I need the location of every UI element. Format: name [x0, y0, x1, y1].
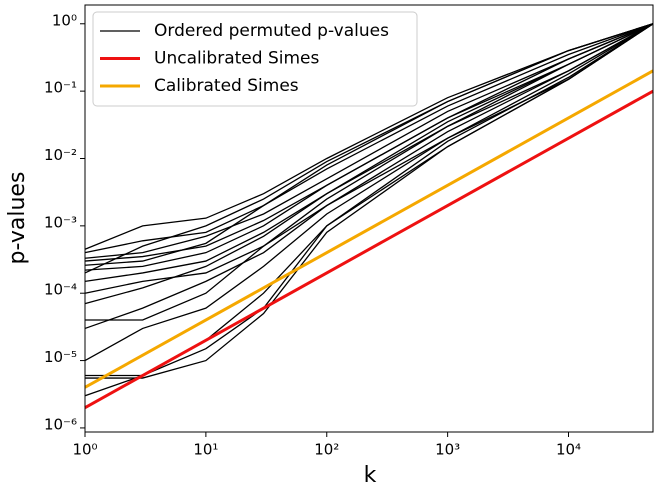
legend-label: Uncalibrated Simes — [154, 49, 319, 69]
legend-label: Ordered permuted p-values — [154, 21, 389, 41]
legend-box — [92, 11, 418, 107]
permuted-line — [84, 23, 654, 362]
permuted-line — [84, 23, 654, 305]
x-tick-label: 10³ — [435, 441, 460, 459]
simes-line — [84, 89, 654, 409]
y-tick-label: 10⁻² — [44, 146, 77, 164]
permuted-line — [84, 23, 654, 282]
permuted-line — [84, 23, 654, 262]
y-tick-label: 10⁻⁴ — [44, 281, 77, 299]
legend-label: Calibrated Simes — [154, 76, 299, 96]
permuted-line — [84, 23, 654, 254]
y-tick-label: 10⁻⁶ — [44, 415, 77, 433]
x-tick-label: 10⁴ — [556, 441, 581, 459]
y-axis-label: p-values — [5, 172, 30, 265]
x-tick-label: 10¹ — [193, 441, 218, 459]
y-tick-label: 10⁰ — [52, 11, 77, 29]
permuted-line — [85, 23, 654, 321]
x-tick-label: 10⁰ — [72, 441, 97, 459]
y-tick-label: 10⁻¹ — [44, 79, 77, 97]
simes-line — [84, 69, 654, 389]
x-axis-label: k — [364, 463, 377, 488]
plot-frame — [84, 4, 654, 433]
permuted-line — [84, 23, 654, 259]
y-tick-label: 10⁻⁵ — [44, 348, 77, 366]
x-tick-label: 10² — [314, 441, 339, 459]
permuted-line — [85, 23, 654, 379]
y-tick-label: 10⁻³ — [44, 213, 77, 231]
permuted-line — [84, 23, 654, 330]
permuted-line — [84, 23, 654, 294]
permuted-line — [84, 23, 654, 274]
